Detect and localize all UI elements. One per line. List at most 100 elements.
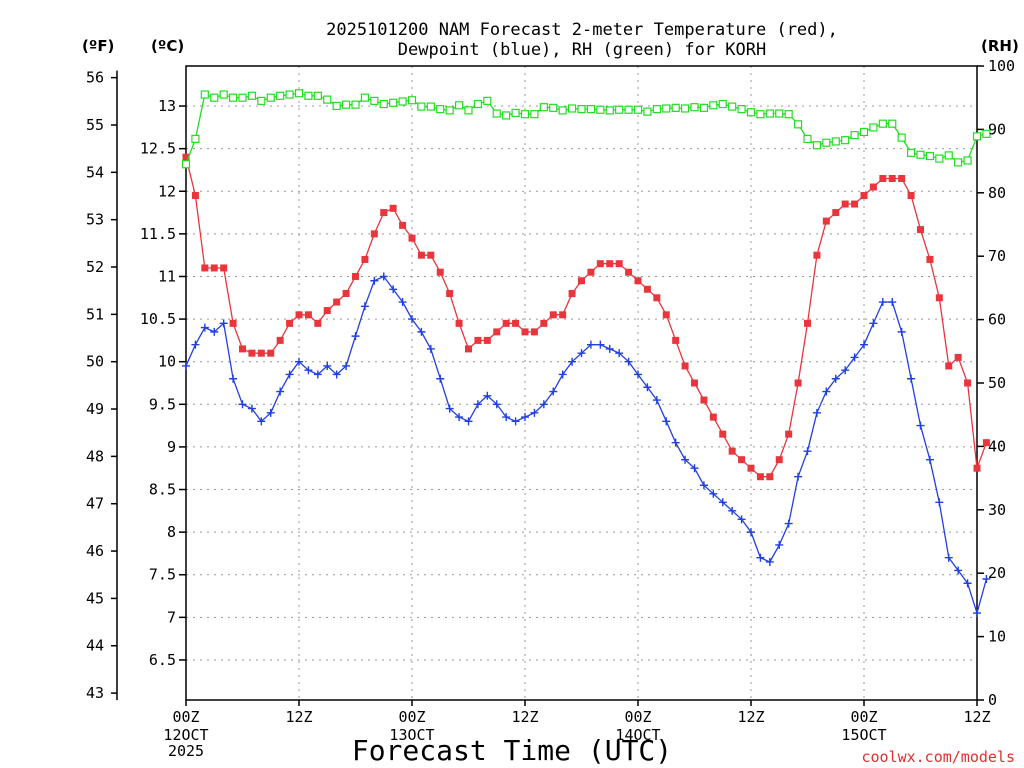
point-rh: [464, 106, 473, 115]
fahrenheit-tick-label: 52: [86, 258, 104, 276]
point-dewpoint: [596, 340, 605, 349]
point-rh: [407, 96, 417, 105]
chart-title-line1: 2025101200 NAM Forecast 2-meter Temperat…: [326, 20, 838, 40]
point-rh: [615, 105, 624, 114]
point-temperature: [201, 264, 209, 272]
point-temperature: [323, 307, 331, 315]
point-dewpoint: [973, 609, 981, 618]
point-rh: [803, 134, 812, 144]
point-dewpoint: [436, 374, 445, 383]
point-dewpoint: [662, 417, 671, 426]
fahrenheit-tick-label: 55: [86, 116, 104, 134]
point-temperature: [587, 268, 595, 276]
rh-tick-label: 80: [988, 184, 1006, 202]
point-temperature: [436, 268, 444, 276]
point-rh: [596, 105, 605, 114]
point-temperature: [530, 328, 538, 336]
celsius-tick-label: 7.5: [149, 566, 176, 584]
point-dewpoint: [210, 327, 219, 336]
point-dewpoint: [549, 387, 558, 396]
point-dewpoint: [370, 276, 379, 285]
celsius-tick-label: 11: [158, 267, 176, 285]
point-dewpoint: [963, 579, 972, 588]
point-temperature: [728, 447, 736, 455]
point-temperature: [888, 174, 896, 182]
point-rh: [680, 104, 690, 113]
point-temperature: [521, 328, 529, 336]
x-tick-label: 12Z: [511, 708, 538, 726]
rh-tick-label: 50: [988, 374, 1006, 392]
point-rh: [643, 107, 652, 116]
point-rh: [351, 100, 360, 109]
point-temperature: [182, 153, 190, 161]
point-temperature: [634, 277, 642, 285]
point-temperature: [813, 251, 821, 259]
point-rh: [897, 133, 906, 142]
point-rh: [530, 110, 539, 119]
point-temperature: [295, 311, 303, 319]
point-rh: [426, 102, 435, 111]
point-rh: [718, 99, 727, 109]
rh-tick-label: 70: [988, 247, 1006, 265]
point-rh: [200, 90, 209, 99]
point-temperature: [738, 456, 746, 464]
credit-text: coolwx.com/models: [861, 748, 1015, 766]
point-temperature: [964, 379, 972, 387]
point-dewpoint: [643, 383, 652, 392]
point-rh: [935, 154, 944, 163]
point-rh: [775, 109, 784, 118]
point-rh: [954, 158, 963, 167]
point-rh: [756, 110, 765, 119]
point-temperature: [408, 234, 416, 242]
point-rh: [671, 103, 680, 112]
unit-celsius: (ºC): [151, 37, 184, 55]
point-temperature: [352, 272, 359, 280]
point-dewpoint: [191, 340, 200, 349]
point-temperature: [446, 290, 454, 298]
point-dewpoint: [342, 361, 351, 370]
point-dewpoint: [954, 566, 963, 575]
point-dewpoint: [869, 319, 878, 328]
point-temperature: [559, 311, 567, 319]
point-temperature: [672, 336, 680, 344]
point-rh: [398, 97, 407, 106]
celsius-tick-label: 6.5: [149, 651, 176, 669]
point-dewpoint: [521, 413, 529, 422]
grid: [186, 66, 977, 700]
point-rh: [850, 131, 859, 140]
point-dewpoint: [718, 498, 727, 507]
point-rh: [294, 89, 304, 98]
point-rh: [944, 151, 953, 160]
chart-title-line2: Dewpoint (blue), RH (green) for KORH: [398, 40, 766, 60]
point-dewpoint: [831, 374, 840, 383]
point-dewpoint: [784, 519, 793, 528]
point-rh: [963, 156, 972, 165]
point-dewpoint: [634, 370, 642, 379]
point-dewpoint: [935, 498, 944, 507]
point-dewpoint: [276, 387, 285, 396]
x-tick-date: 14OCT: [615, 726, 660, 744]
celsius-tick-label: 12: [158, 182, 176, 200]
point-rh: [492, 109, 501, 118]
fahrenheit-tick-label: 44: [86, 637, 104, 655]
point-temperature: [794, 379, 802, 387]
point-dewpoint: [539, 400, 548, 409]
point-rh: [859, 127, 869, 137]
point-dewpoint: [426, 344, 435, 353]
point-rh: [925, 151, 935, 161]
point-temperature: [333, 298, 341, 306]
point-dewpoint: [775, 540, 784, 549]
series-line-dewpoint: [185, 275, 988, 616]
point-temperature: [775, 456, 783, 464]
series-temperature: [182, 153, 990, 481]
x-tick-label: 00Z: [624, 708, 651, 726]
point-temperature: [191, 192, 199, 200]
celsius-tick-label: 11.5: [140, 225, 176, 243]
point-temperature: [709, 413, 717, 421]
point-temperature: [700, 396, 708, 404]
x-tick-date: 13OCT: [389, 726, 434, 744]
point-temperature: [869, 183, 877, 191]
point-temperature: [417, 251, 425, 259]
point-dewpoint: [502, 413, 511, 422]
